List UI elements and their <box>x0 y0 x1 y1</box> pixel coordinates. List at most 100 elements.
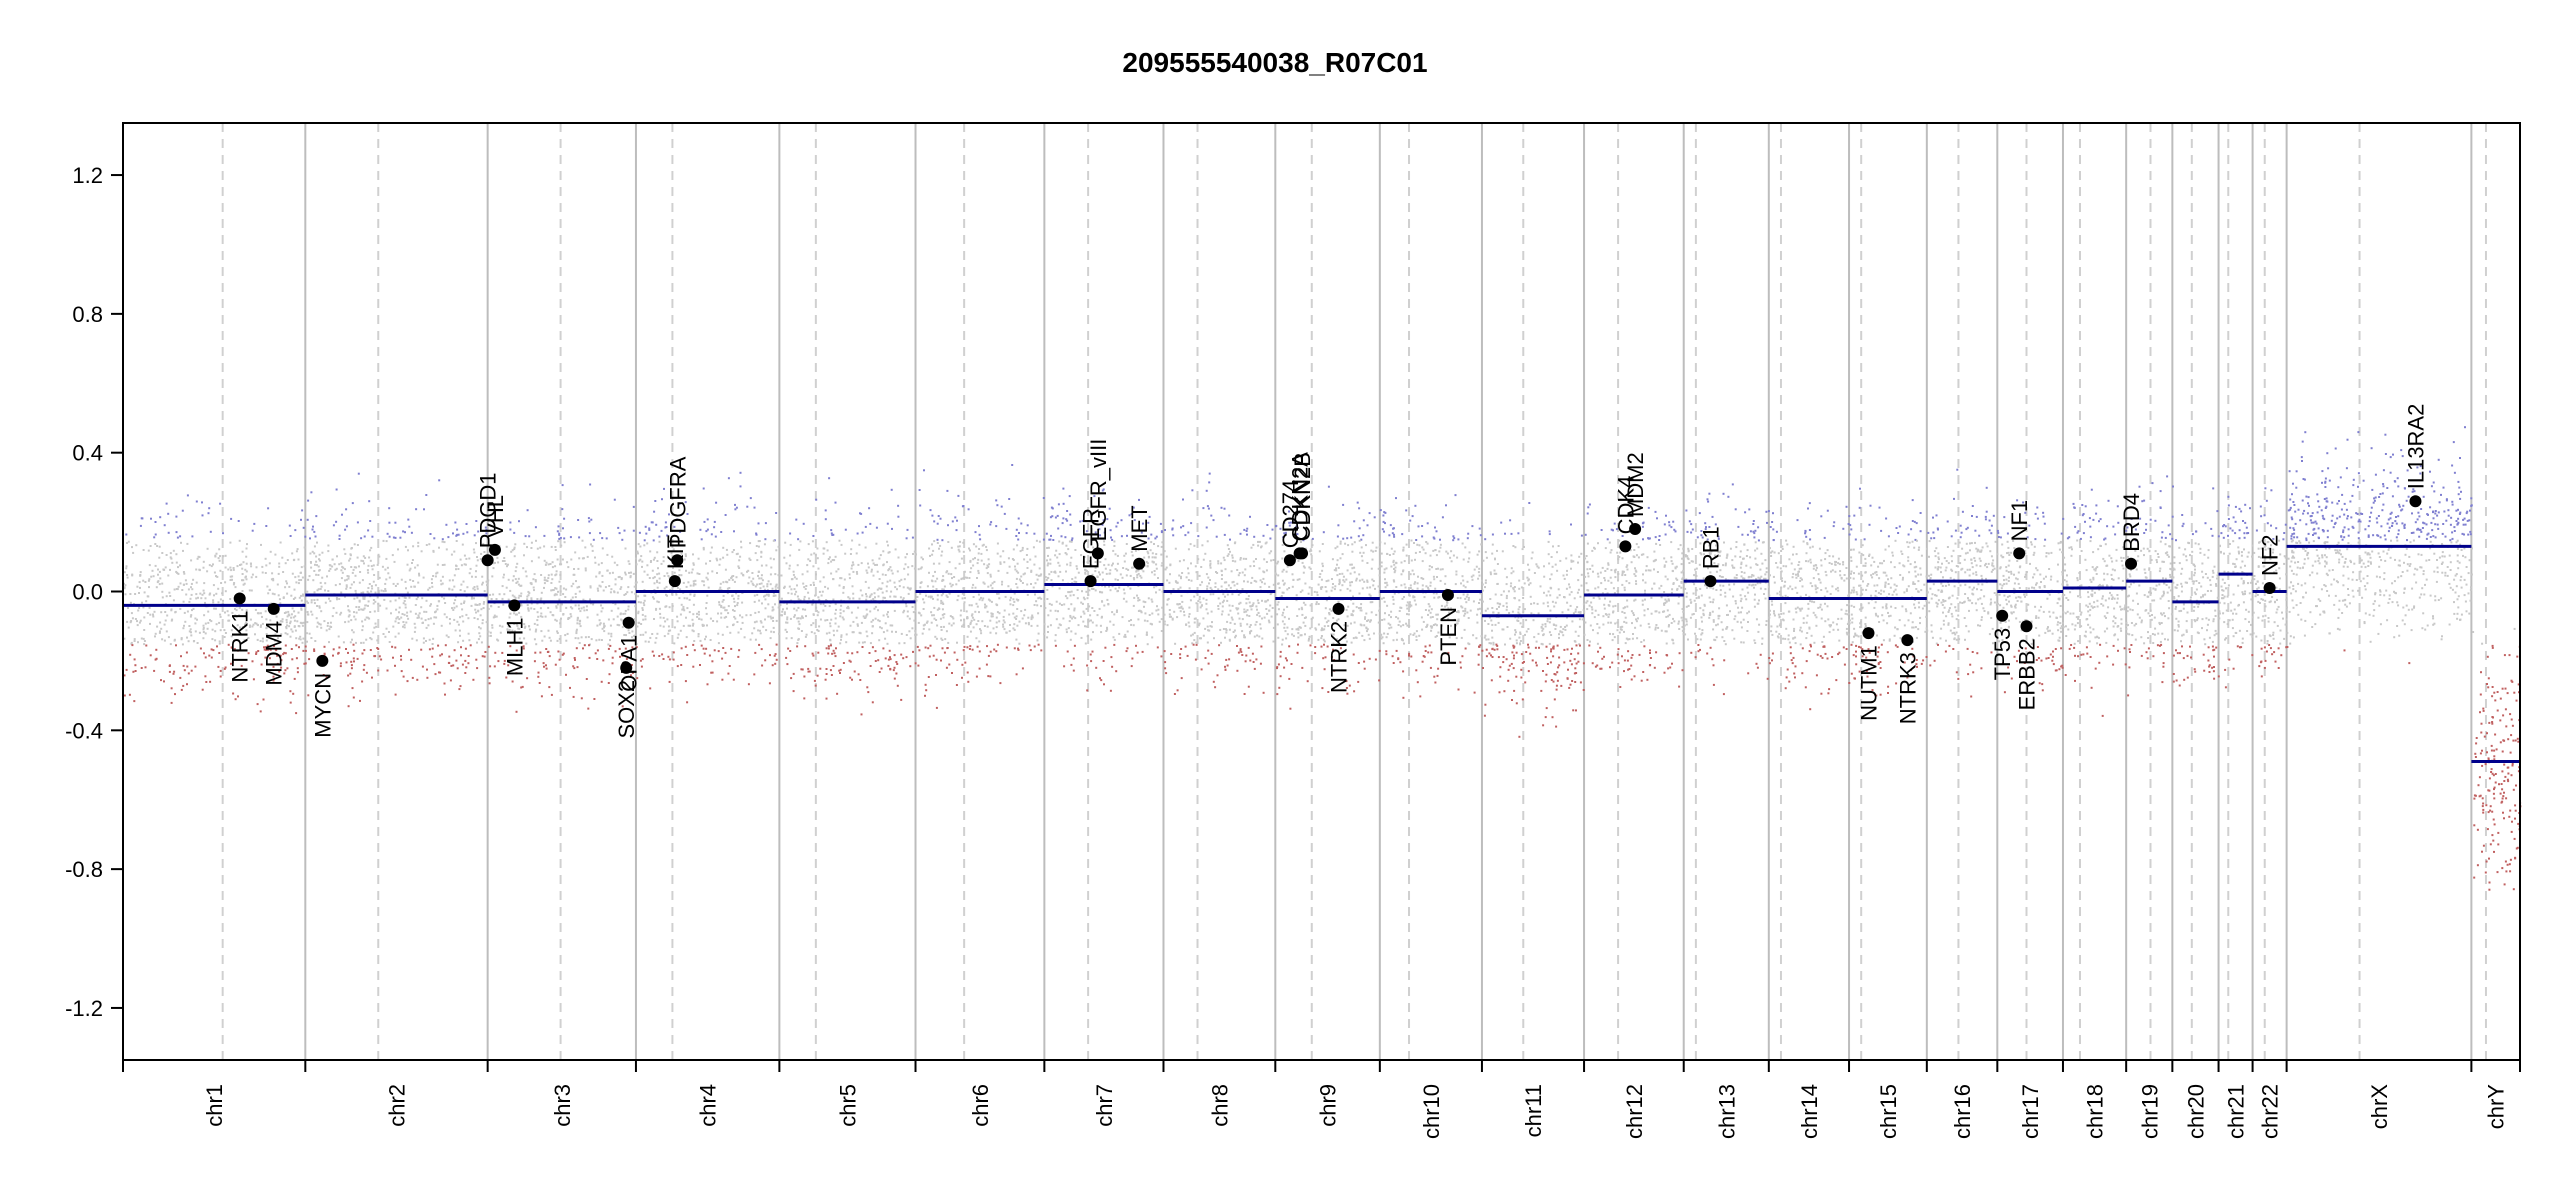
probe-point <box>1217 597 1220 600</box>
probe-point <box>653 576 656 579</box>
probe-point <box>461 615 464 618</box>
probe-point <box>624 573 627 576</box>
probe-point <box>1318 550 1321 553</box>
probe-point <box>1355 579 1358 582</box>
probe-point <box>294 596 297 599</box>
probe-point <box>968 648 971 650</box>
probe-point <box>1077 624 1080 627</box>
probe-point <box>1308 586 1311 589</box>
probe-point <box>451 607 453 610</box>
probe-point <box>518 520 520 523</box>
probe-point <box>1120 535 1123 538</box>
probe-point <box>1372 584 1375 587</box>
probe-point <box>1057 527 1060 530</box>
probe-point <box>1168 581 1171 584</box>
probe-point <box>518 594 521 597</box>
probe-point <box>935 658 938 661</box>
probe-point <box>757 545 760 548</box>
probe-point <box>220 582 223 584</box>
probe-point <box>549 639 552 642</box>
probe-point <box>807 558 810 561</box>
probe-point <box>303 565 306 568</box>
probe-point <box>485 532 488 535</box>
probe-point <box>332 524 335 527</box>
probe-point <box>1026 560 1029 563</box>
probe-point <box>1363 580 1366 583</box>
probe-point <box>725 615 728 618</box>
probe-point <box>900 698 903 701</box>
probe-point <box>1360 609 1363 612</box>
probe-point <box>436 571 439 574</box>
probe-point <box>212 601 215 604</box>
probe-point <box>1258 567 1261 570</box>
probe-point <box>142 637 145 640</box>
probe-point <box>972 558 975 561</box>
probe-point <box>1362 534 1365 537</box>
probe-point <box>1222 556 1225 559</box>
probe-point <box>1046 559 1048 562</box>
probe-point <box>137 641 139 644</box>
probe-point <box>1369 586 1372 589</box>
probe-point <box>425 640 427 642</box>
probe-point <box>896 684 899 687</box>
probe-point <box>901 598 904 601</box>
probe-point <box>265 648 268 651</box>
probe-point <box>556 639 559 642</box>
probe-point <box>1047 546 1050 549</box>
probe-point <box>1221 574 1223 577</box>
probe-point <box>797 617 800 620</box>
probe-point <box>1244 660 1247 663</box>
probe-point <box>480 552 483 555</box>
probe-point <box>846 651 849 654</box>
probe-point <box>1243 580 1245 583</box>
probe-point <box>369 559 372 562</box>
probe-point <box>571 596 574 599</box>
probe-point <box>1270 615 1273 618</box>
probe-point <box>1269 604 1272 607</box>
probe-point <box>940 594 943 597</box>
probe-point <box>942 588 945 591</box>
probe-point <box>753 621 756 624</box>
probe-point <box>1358 539 1361 542</box>
probe-point <box>860 562 863 565</box>
probe-point <box>969 571 972 574</box>
probe-point <box>1204 657 1207 659</box>
probe-point <box>1102 660 1105 662</box>
probe-point <box>700 618 703 621</box>
probe-point <box>1080 615 1082 618</box>
probe-point <box>527 609 530 612</box>
probe-point <box>1187 621 1190 624</box>
probe-point <box>694 583 697 586</box>
probe-point <box>375 625 378 628</box>
probe-point <box>1352 653 1355 656</box>
probe-point <box>536 547 539 550</box>
probe-point <box>494 561 496 564</box>
probe-point <box>1138 599 1141 601</box>
probe-point <box>1461 606 1464 609</box>
probe-point <box>813 679 816 682</box>
probe-point <box>369 649 372 651</box>
probe-point <box>667 632 670 635</box>
probe-point <box>345 525 348 528</box>
probe-point <box>851 561 854 564</box>
probe-point <box>1017 538 1020 541</box>
probe-point <box>1224 665 1226 668</box>
probe-point <box>775 549 778 552</box>
probe-point <box>735 576 738 579</box>
probe-point <box>941 608 944 611</box>
probe-point <box>976 645 979 648</box>
probe-point <box>175 553 178 556</box>
probe-point <box>519 595 522 598</box>
probe-point <box>600 610 603 613</box>
probe-point <box>902 597 905 600</box>
probe-point <box>928 628 931 631</box>
probe-point <box>832 629 835 632</box>
probe-point <box>1224 668 1227 671</box>
probe-point <box>951 583 954 586</box>
probe-point <box>1295 557 1298 560</box>
probe-point <box>1274 572 1277 575</box>
probe-point <box>454 599 457 602</box>
probe-point <box>443 682 446 685</box>
probe-point <box>795 609 798 612</box>
probe-point <box>523 637 526 640</box>
